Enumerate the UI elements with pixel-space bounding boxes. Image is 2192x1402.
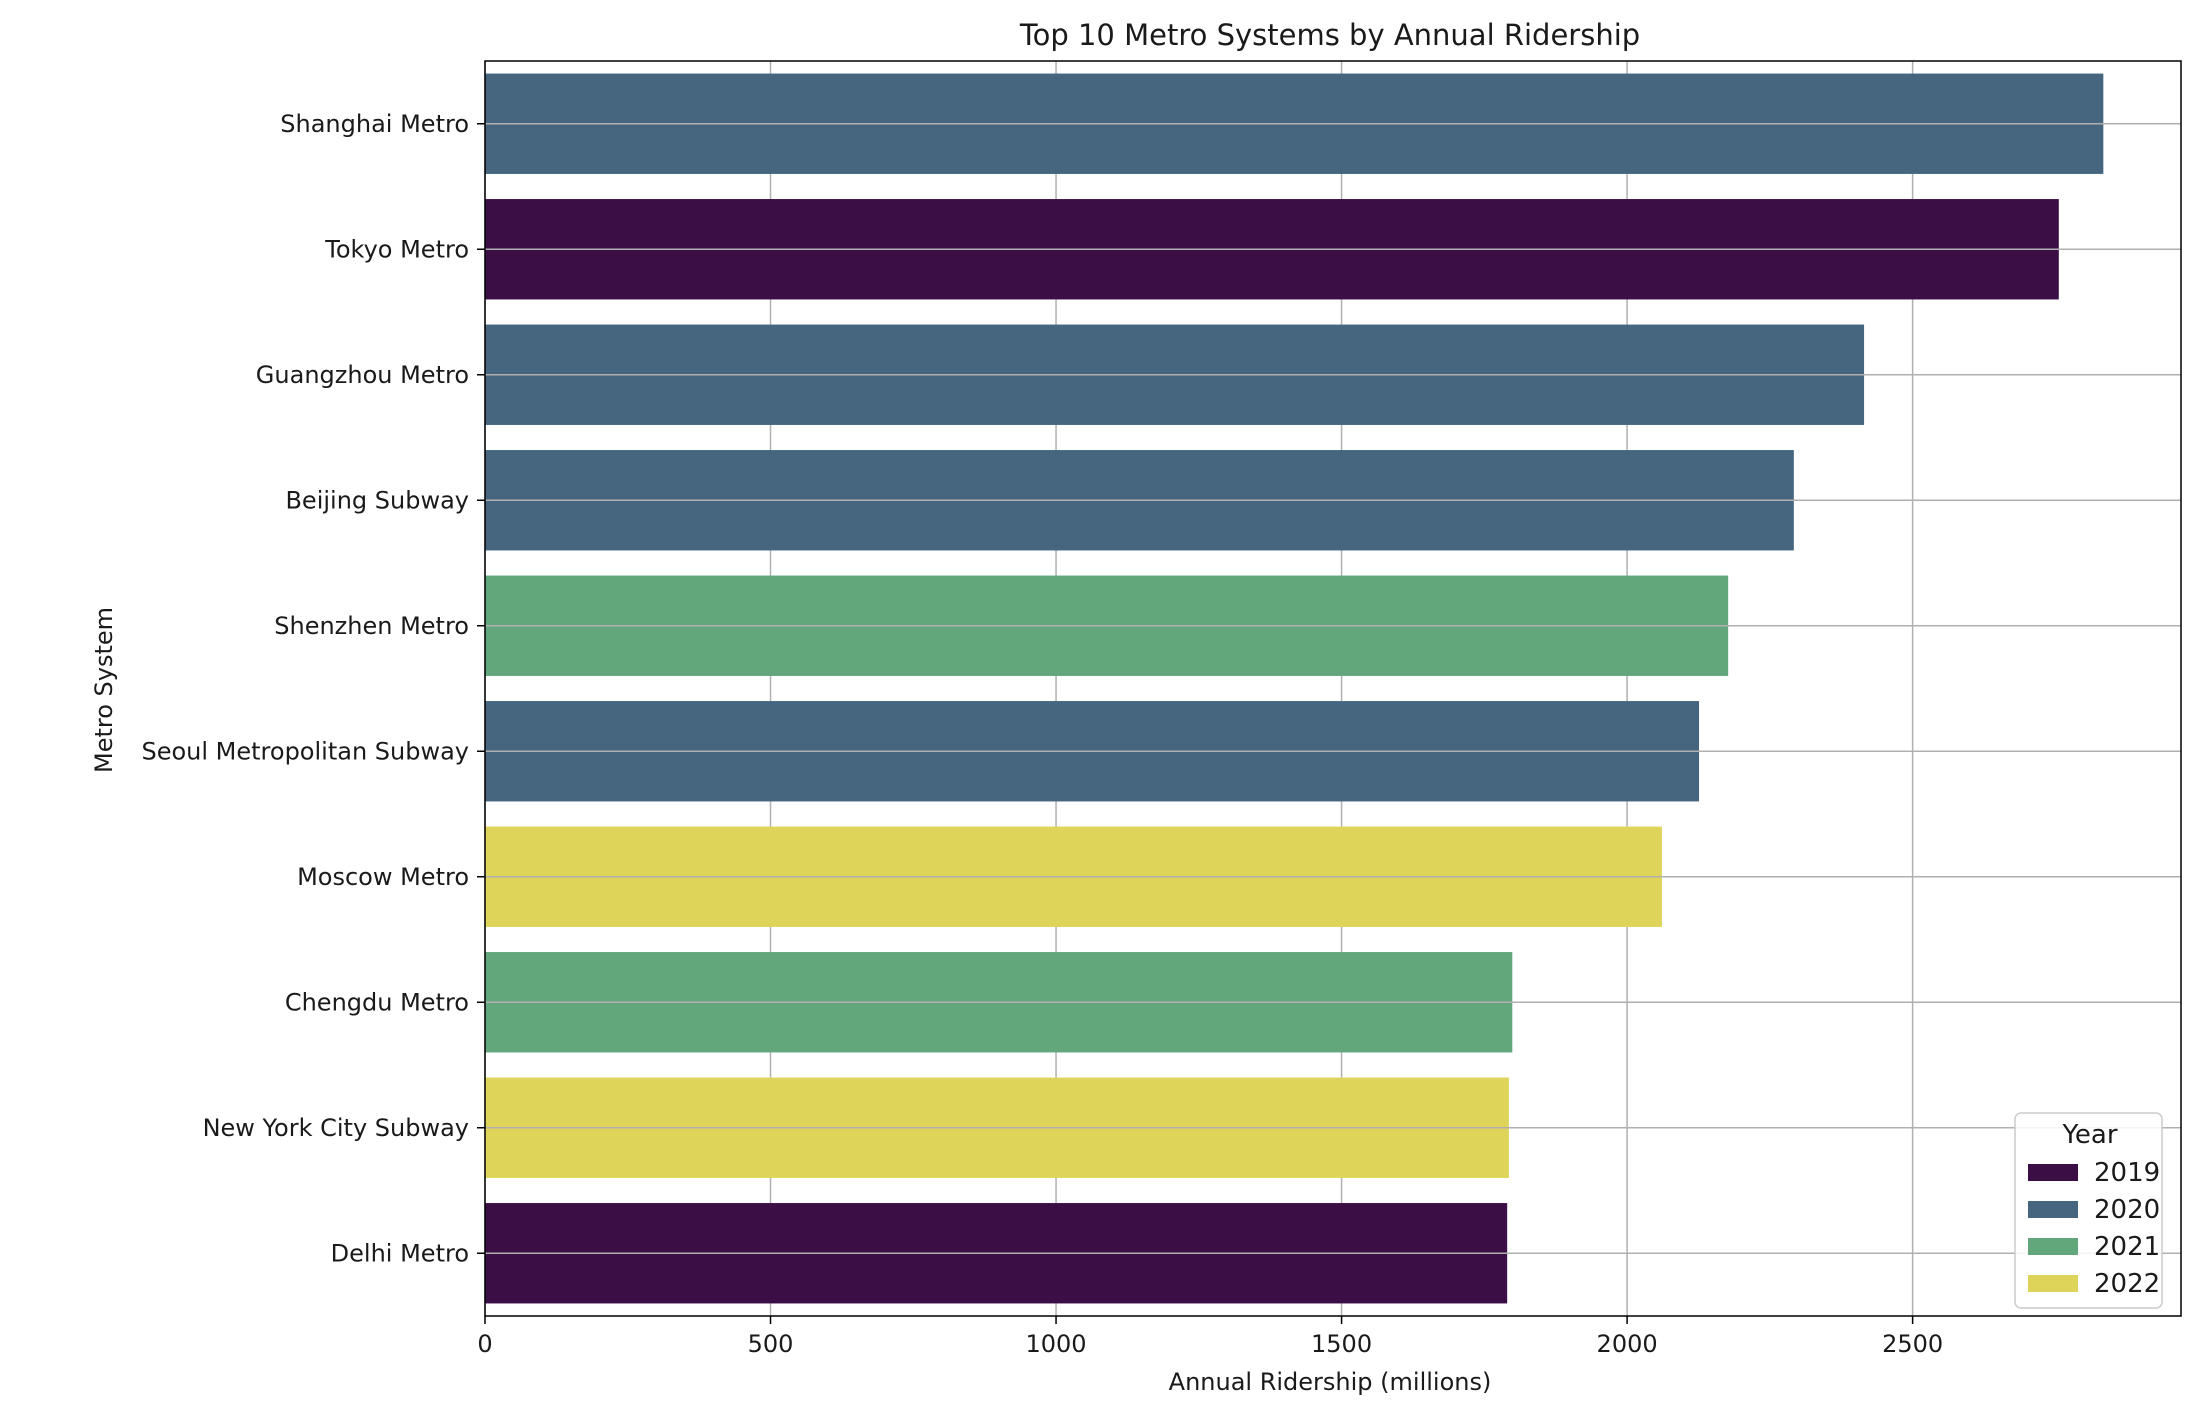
x-tick-label-1500: 1500 (1311, 1330, 1372, 1358)
y-tick-label-new-york-city-subway: New York City Subway (203, 1114, 469, 1142)
x-tick-label-2000: 2000 (1597, 1330, 1658, 1358)
y-tick-label-delhi-metro: Delhi Metro (331, 1239, 469, 1267)
x-axis-label: Annual Ridership (millions) (1169, 1368, 1492, 1396)
legend-swatch-2021 (2028, 1238, 2078, 1255)
legend-label-2022: 2022 (2094, 1269, 2160, 1299)
legend-label-2021: 2021 (2094, 1232, 2160, 1262)
y-tick-label-shenzhen-metro: Shenzhen Metro (274, 612, 469, 640)
y-tick-label-tokyo-metro: Tokyo Metro (324, 235, 469, 263)
y-tick-label-guangzhou-metro: Guangzhou Metro (256, 361, 469, 389)
x-tick-label-500: 500 (748, 1330, 794, 1358)
legend-label-2020: 2020 (2094, 1195, 2160, 1225)
plot-frame (484, 60, 2182, 1317)
y-axis-ticks: Shanghai Metro Tokyo Metro Guangzhou Metro… (141, 110, 485, 1267)
legend-swatch-2020 (2028, 1201, 2078, 1218)
legend: Year 2019 2020 2021 2022 (2014, 1112, 2163, 1309)
y-tick-label-seoul-metropolitan-subway: Seoul Metropolitan Subway (141, 737, 469, 765)
legend-swatch-2022 (2028, 1275, 2078, 1292)
y-axis-label: Metro System (90, 607, 118, 773)
legend-label-2019: 2019 (2094, 1158, 2160, 1188)
bars (485, 73, 2104, 1304)
y-tick-label-chengdu-metro: Chengdu Metro (285, 988, 469, 1016)
x-tick-label-0: 0 (477, 1330, 492, 1358)
legend-entries: 2019 2020 2021 2022 (2028, 1158, 2160, 1299)
x-tick-label-1000: 1000 (1026, 1330, 1087, 1358)
y-tick-label-beijing-subway: Beijing Subway (285, 486, 469, 514)
chart-title: Top 10 Metro Systems by Annual Ridership (1019, 18, 1640, 52)
horizontal-grid-lines (485, 123, 2181, 1254)
x-axis-ticks: 0 500 1000 1500 2000 2500 (477, 1316, 1943, 1358)
legend-swatch-2019 (2028, 1164, 2078, 1181)
y-tick-label-shanghai-metro: Shanghai Metro (280, 110, 469, 138)
x-tick-label-2500: 2500 (1882, 1330, 1943, 1358)
legend-box (2014, 1112, 2163, 1309)
y-tick-label-moscow-metro: Moscow Metro (297, 863, 469, 891)
legend-title: Year (2061, 1120, 2117, 1150)
